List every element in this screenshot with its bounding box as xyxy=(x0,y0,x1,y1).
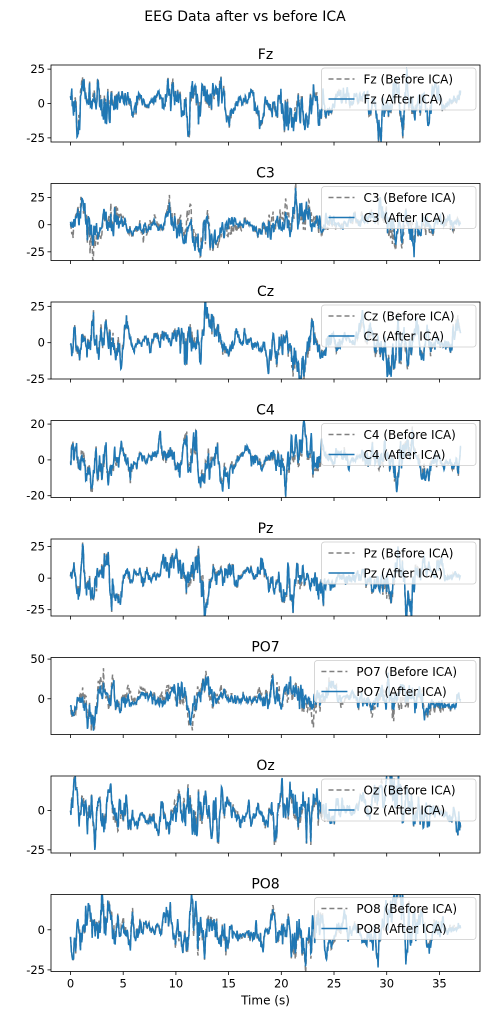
x-tick-label: 0 xyxy=(67,977,74,991)
axes-frame xyxy=(50,420,481,498)
legend-label: C3 (After ICA) xyxy=(364,211,446,225)
y-tick-label: 25 xyxy=(30,62,45,76)
panel-c3: C3 -25 0 25 C3 (Before ICA) C3 (After ICA) xyxy=(26,166,481,264)
y-tick-label: 0 xyxy=(38,692,45,706)
y-tick-label: -20 xyxy=(26,489,45,503)
legend-box xyxy=(321,304,477,348)
x-tick-label: 15 xyxy=(221,977,236,991)
axes-frame xyxy=(50,538,481,617)
y-tick-label: 20 xyxy=(30,417,45,431)
panel-title: PO8 xyxy=(251,877,279,893)
panel-title: Fz xyxy=(258,47,273,63)
series-line-after xyxy=(69,420,462,497)
legend: C4 (Before ICA) C4 (After ICA) xyxy=(321,423,477,466)
series-line-after xyxy=(69,187,462,258)
legend: Pz (Before ICA) Pz (After ICA) xyxy=(321,541,477,585)
x-tick-label: 25 xyxy=(327,977,342,991)
x-tick-label: 10 xyxy=(169,977,184,991)
legend-label: Oz (Before ICA) xyxy=(364,784,456,798)
y-tick-label: 0 xyxy=(38,923,45,937)
axes-frame xyxy=(50,657,481,735)
panel-c4: C4 -20 0 20 C4 (Before ICA) C4 (After ICA) xyxy=(26,403,481,503)
legend-label: Cz (Before ICA) xyxy=(364,310,455,324)
x-tick-label: 20 xyxy=(274,977,289,991)
y-tick-label: 0 xyxy=(38,804,45,818)
legend-label: C4 (After ICA) xyxy=(364,448,446,462)
y-tick-label: 0 xyxy=(38,453,45,467)
legend-label: PO8 (After ICA) xyxy=(356,922,446,936)
legend-label: PO7 (Before ICA) xyxy=(356,665,457,679)
x-tick-label: 35 xyxy=(432,977,447,991)
y-tick-label: -25 xyxy=(26,843,45,857)
panel-po7: PO7 0 50 PO7 (Before ICA) PO7 (After ICA) xyxy=(30,640,481,738)
series-line-after xyxy=(69,302,462,379)
legend: Fz (Before ICA) Fz (After ICA) xyxy=(321,67,477,111)
x-axis-label: Time (s) xyxy=(240,994,290,1008)
figure-title: EEG Data after vs before ICA xyxy=(144,9,346,25)
legend-label: Pz (After ICA) xyxy=(364,567,443,581)
legend-box xyxy=(313,897,477,940)
y-tick-label: -25 xyxy=(26,131,45,145)
legend: PO7 (Before ICA) PO7 (After ICA) xyxy=(313,660,477,703)
panel-title: Pz xyxy=(258,521,274,537)
legend-box xyxy=(321,186,477,229)
axes-frame xyxy=(50,301,481,380)
y-tick-label: 0 xyxy=(38,336,45,350)
legend-label: Fz (Before ICA) xyxy=(364,73,454,87)
axes-frame xyxy=(50,183,481,261)
y-tick-label: -25 xyxy=(26,372,45,386)
panel-title: C3 xyxy=(256,166,275,182)
axes-frame xyxy=(50,894,481,972)
panel-oz: Oz -25 0 Oz (Before ICA) Oz (After ICA) xyxy=(26,758,481,857)
panel-cz: Cz -25 0 25 Cz (Before ICA) Cz (After ICA) xyxy=(26,284,481,386)
x-tick-label: 30 xyxy=(379,977,394,991)
panel-pz: Pz -25 0 25 Pz (Before ICA) Pz (After ICA) xyxy=(26,521,481,620)
x-tick-label: 5 xyxy=(120,977,127,991)
y-tick-label: -25 xyxy=(26,963,45,977)
legend: PO8 (Before ICA) PO8 (After ICA) xyxy=(313,897,477,940)
y-tick-label: -25 xyxy=(26,603,45,617)
legend-label: PO8 (Before ICA) xyxy=(356,902,457,916)
y-tick-label: -25 xyxy=(26,245,45,259)
legend-label: Fz (After ICA) xyxy=(364,93,443,107)
legend-box xyxy=(313,660,477,703)
panel-title: Cz xyxy=(257,284,274,300)
y-tick-label: 0 xyxy=(38,218,45,232)
y-tick-label: 50 xyxy=(30,652,45,666)
y-tick-label: 25 xyxy=(30,191,45,205)
legend-label: PO7 (After ICA) xyxy=(356,685,446,699)
legend-box xyxy=(321,541,477,585)
legend-label: C3 (Before ICA) xyxy=(364,191,456,205)
legend-label: Pz (Before ICA) xyxy=(364,547,454,561)
panel-title: Oz xyxy=(256,758,274,774)
legend-label: C4 (Before ICA) xyxy=(364,428,456,442)
legend: C3 (Before ICA) C3 (After ICA) xyxy=(321,186,477,229)
legend-label: Oz (After ICA) xyxy=(364,804,446,818)
panel-fz: Fz -25 0 25 Fz (Before ICA) Fz (After ICA) xyxy=(26,47,481,146)
legend-box xyxy=(321,423,477,466)
legend-box xyxy=(321,778,477,822)
y-tick-label: 25 xyxy=(30,540,45,554)
panel-title: PO7 xyxy=(251,640,279,656)
legend-box xyxy=(321,67,477,111)
panel-title: C4 xyxy=(256,403,275,419)
y-tick-label: 0 xyxy=(38,97,45,111)
y-tick-label: 25 xyxy=(30,299,45,313)
legend: Oz (Before ICA) Oz (After ICA) xyxy=(321,778,477,822)
legend: Cz (Before ICA) Cz (After ICA) xyxy=(321,304,477,348)
y-tick-label: 0 xyxy=(38,571,45,585)
legend-label: Cz (After ICA) xyxy=(364,330,445,344)
axes-frame xyxy=(50,775,481,854)
